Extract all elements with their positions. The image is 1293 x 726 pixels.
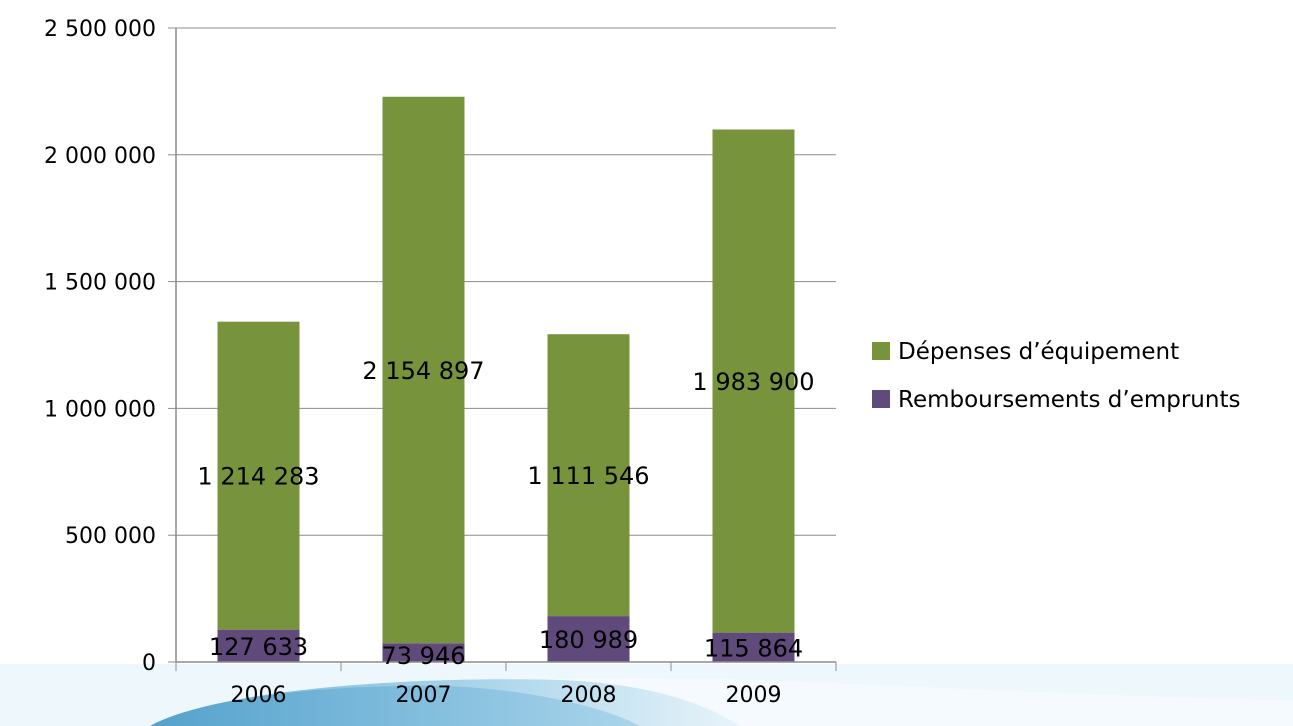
decorative-wave bbox=[0, 664, 1293, 726]
data-label: 1 214 283 bbox=[197, 463, 319, 491]
y-tick-label: 1 500 000 bbox=[44, 271, 156, 296]
y-tick-labels: 0 500 000 1 000 000 1 500 000 2 000 000 2 500… bbox=[44, 17, 156, 676]
legend-swatch bbox=[872, 390, 890, 408]
bar-labels: 127 633 1 214 283 73 946 2 154 897 180 989 1 … bbox=[197, 357, 814, 670]
legend-swatch bbox=[872, 342, 890, 360]
bar-depenses-2006 bbox=[217, 321, 300, 630]
data-label: 2 154 897 bbox=[362, 357, 484, 385]
y-tick-label: 2 500 000 bbox=[44, 17, 156, 42]
data-label: 1 983 900 bbox=[692, 368, 814, 396]
data-label: 73 946 bbox=[382, 642, 466, 670]
bar-depenses-2008 bbox=[547, 334, 630, 617]
data-label: 1 111 546 bbox=[527, 462, 649, 490]
x-tick-label: 2007 bbox=[396, 683, 452, 708]
bar-depenses-2009 bbox=[712, 129, 795, 633]
data-label: 180 989 bbox=[539, 626, 638, 654]
legend-label: Remboursements d’emprunts bbox=[898, 387, 1240, 413]
bar-remboursements-2008 bbox=[547, 616, 630, 662]
data-label: 127 633 bbox=[209, 633, 308, 661]
bar-remboursements-2009 bbox=[712, 632, 795, 662]
bars bbox=[217, 96, 795, 662]
y-tick-label: 2 000 000 bbox=[44, 144, 156, 169]
legend-label: Dépenses d’équipement bbox=[898, 339, 1179, 365]
data-label: 115 864 bbox=[704, 634, 803, 662]
y-tick-label: 1 000 000 bbox=[44, 397, 156, 422]
legend: Dépenses d’équipement Remboursements d’em… bbox=[872, 339, 1240, 413]
y-tick-label: 0 bbox=[142, 651, 156, 676]
x-tick-labels: 2006 2007 2008 2009 bbox=[231, 683, 782, 708]
x-tick-label: 2008 bbox=[561, 683, 617, 708]
y-tick-label: 500 000 bbox=[65, 524, 156, 549]
axes bbox=[168, 27, 837, 671]
x-tick-label: 2006 bbox=[231, 683, 287, 708]
bar-remboursements-2006 bbox=[217, 629, 300, 662]
bar-remboursements-2007 bbox=[382, 643, 465, 662]
bar-depenses-2007 bbox=[382, 96, 465, 644]
x-tick-label: 2009 bbox=[726, 683, 782, 708]
